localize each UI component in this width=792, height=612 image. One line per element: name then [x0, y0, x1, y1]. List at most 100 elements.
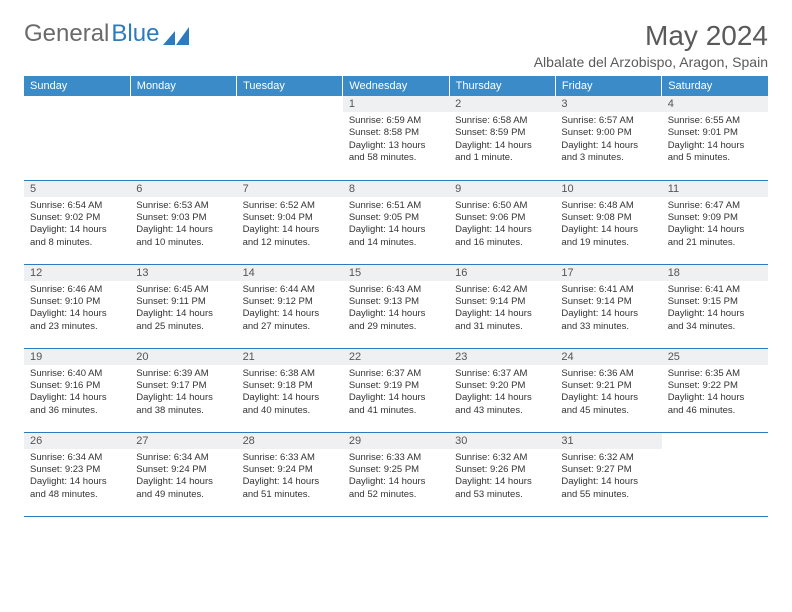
day-number: 13	[130, 265, 236, 281]
dayname-1: Monday	[130, 76, 236, 96]
day-number: 8	[343, 181, 449, 197]
sunset-text: Sunset: 9:14 PM	[561, 296, 655, 308]
sunset-text: Sunset: 9:10 PM	[30, 296, 124, 308]
day-details: Sunrise: 6:51 AMSunset: 9:05 PMDaylight:…	[343, 197, 449, 253]
day-cell: 13Sunrise: 6:45 AMSunset: 9:11 PMDayligh…	[130, 264, 236, 348]
day-details: Sunrise: 6:34 AMSunset: 9:24 PMDaylight:…	[130, 449, 236, 505]
sunset-text: Sunset: 9:18 PM	[243, 380, 337, 392]
day-details: Sunrise: 6:53 AMSunset: 9:03 PMDaylight:…	[130, 197, 236, 253]
logo-text-1: General	[24, 20, 109, 48]
sunrise-text: Sunrise: 6:55 AM	[668, 115, 762, 127]
day-number: 29	[343, 433, 449, 449]
day-cell: 15Sunrise: 6:43 AMSunset: 9:13 PMDayligh…	[343, 264, 449, 348]
day-cell	[24, 96, 130, 180]
sunset-text: Sunset: 9:22 PM	[668, 380, 762, 392]
daylight-text: Daylight: 14 hours and 27 minutes.	[243, 308, 337, 333]
sunset-text: Sunset: 9:19 PM	[349, 380, 443, 392]
day-number: 19	[24, 349, 130, 365]
sunset-text: Sunset: 9:01 PM	[668, 127, 762, 139]
day-number: 11	[662, 181, 768, 197]
day-details: Sunrise: 6:47 AMSunset: 9:09 PMDaylight:…	[662, 197, 768, 253]
day-cell: 10Sunrise: 6:48 AMSunset: 9:08 PMDayligh…	[555, 180, 661, 264]
daylight-text: Daylight: 14 hours and 41 minutes.	[349, 392, 443, 417]
day-cell: 11Sunrise: 6:47 AMSunset: 9:09 PMDayligh…	[662, 180, 768, 264]
day-number: 1	[343, 96, 449, 112]
sunset-text: Sunset: 9:08 PM	[561, 212, 655, 224]
daylight-text: Daylight: 14 hours and 25 minutes.	[136, 308, 230, 333]
day-cell: 19Sunrise: 6:40 AMSunset: 9:16 PMDayligh…	[24, 348, 130, 432]
daylight-text: Daylight: 14 hours and 1 minute.	[455, 140, 549, 165]
day-details: Sunrise: 6:41 AMSunset: 9:14 PMDaylight:…	[555, 281, 661, 337]
sunrise-text: Sunrise: 6:45 AM	[136, 284, 230, 296]
sunrise-text: Sunrise: 6:54 AM	[30, 200, 124, 212]
logo-triangles-icon	[163, 23, 189, 45]
sunrise-text: Sunrise: 6:40 AM	[30, 368, 124, 380]
day-details: Sunrise: 6:52 AMSunset: 9:04 PMDaylight:…	[237, 197, 343, 253]
sunrise-text: Sunrise: 6:33 AM	[243, 452, 337, 464]
day-cell: 25Sunrise: 6:35 AMSunset: 9:22 PMDayligh…	[662, 348, 768, 432]
sunset-text: Sunset: 9:24 PM	[136, 464, 230, 476]
sunset-text: Sunset: 9:05 PM	[349, 212, 443, 224]
sunset-text: Sunset: 9:25 PM	[349, 464, 443, 476]
calendar-body: 1Sunrise: 6:59 AMSunset: 8:58 PMDaylight…	[24, 96, 768, 516]
day-cell: 12Sunrise: 6:46 AMSunset: 9:10 PMDayligh…	[24, 264, 130, 348]
day-details: Sunrise: 6:59 AMSunset: 8:58 PMDaylight:…	[343, 112, 449, 168]
logo: GeneralBlue	[24, 20, 189, 48]
sunset-text: Sunset: 9:12 PM	[243, 296, 337, 308]
sunset-text: Sunset: 9:03 PM	[136, 212, 230, 224]
day-cell: 5Sunrise: 6:54 AMSunset: 9:02 PMDaylight…	[24, 180, 130, 264]
day-cell	[130, 96, 236, 180]
daylight-text: Daylight: 14 hours and 23 minutes.	[30, 308, 124, 333]
day-number: 22	[343, 349, 449, 365]
day-cell: 1Sunrise: 6:59 AMSunset: 8:58 PMDaylight…	[343, 96, 449, 180]
day-number: 2	[449, 96, 555, 112]
dayname-5: Friday	[555, 76, 661, 96]
location: Albalate del Arzobispo, Aragon, Spain	[534, 54, 768, 70]
day-cell: 21Sunrise: 6:38 AMSunset: 9:18 PMDayligh…	[237, 348, 343, 432]
day-cell: 3Sunrise: 6:57 AMSunset: 9:00 PMDaylight…	[555, 96, 661, 180]
daylight-text: Daylight: 14 hours and 52 minutes.	[349, 476, 443, 501]
day-cell: 22Sunrise: 6:37 AMSunset: 9:19 PMDayligh…	[343, 348, 449, 432]
sunrise-text: Sunrise: 6:46 AM	[30, 284, 124, 296]
sunrise-text: Sunrise: 6:39 AM	[136, 368, 230, 380]
day-cell: 6Sunrise: 6:53 AMSunset: 9:03 PMDaylight…	[130, 180, 236, 264]
sunrise-text: Sunrise: 6:44 AM	[243, 284, 337, 296]
week-row: 5Sunrise: 6:54 AMSunset: 9:02 PMDaylight…	[24, 180, 768, 264]
day-number: 7	[237, 181, 343, 197]
sunset-text: Sunset: 9:06 PM	[455, 212, 549, 224]
daylight-text: Daylight: 14 hours and 10 minutes.	[136, 224, 230, 249]
sunset-text: Sunset: 9:11 PM	[136, 296, 230, 308]
day-number: 23	[449, 349, 555, 365]
calendar-table: SundayMondayTuesdayWednesdayThursdayFrid…	[24, 76, 768, 517]
day-details: Sunrise: 6:45 AMSunset: 9:11 PMDaylight:…	[130, 281, 236, 337]
sunrise-text: Sunrise: 6:42 AM	[455, 284, 549, 296]
day-number: 18	[662, 265, 768, 281]
dayname-2: Tuesday	[237, 76, 343, 96]
logo-text-2: Blue	[111, 20, 159, 48]
day-cell: 14 Sunrise: 6:44 AMSunset: 9:12 PMDayligh…	[237, 264, 343, 348]
sunrise-text: Sunrise: 6:51 AM	[349, 200, 443, 212]
day-number: 20	[130, 349, 236, 365]
day-details: Sunrise: 6:42 AMSunset: 9:14 PMDaylight:…	[449, 281, 555, 337]
day-cell: 24Sunrise: 6:36 AMSunset: 9:21 PMDayligh…	[555, 348, 661, 432]
sunrise-text: Sunrise: 6:48 AM	[561, 200, 655, 212]
day-number: 6	[130, 181, 236, 197]
day-cell: 31Sunrise: 6:32 AMSunset: 9:27 PMDayligh…	[555, 432, 661, 516]
dayname-6: Saturday	[662, 76, 768, 96]
week-row: 19 Sunrise: 6:40 AMSunset: 9:16 PM Dayligh…	[24, 348, 768, 432]
sunrise-text: Sunrise: 6:36 AM	[561, 368, 655, 380]
day-details: Sunrise: 6:37 AMSunset: 9:19 PMDaylight:…	[343, 365, 449, 421]
day-details: Sunrise: 6:35 AMSunset: 9:22 PMDaylight:…	[662, 365, 768, 421]
sunset-text: Sunset: 9:16 PM	[30, 380, 124, 392]
daylight-text: Daylight: 14 hours and 16 minutes.	[455, 224, 549, 249]
day-details: Sunrise: 6:46 AMSunset: 9:10 PMDaylight:…	[24, 281, 130, 337]
day-cell: 20Sunrise: 6:39 AMSunset: 9:17 PMDayligh…	[130, 348, 236, 432]
sunrise-text: Sunrise: 6:38 AM	[243, 368, 337, 380]
month-title: May 2024	[534, 20, 768, 52]
day-details: Sunrise: 6:43 AMSunset: 9:13 PMDaylight:…	[343, 281, 449, 337]
day-cell: 30Sunrise: 6:32 AMSunset: 9:26 PMDayligh…	[449, 432, 555, 516]
dayname-3: Wednesday	[343, 76, 449, 96]
sunset-text: Sunset: 9:02 PM	[30, 212, 124, 224]
day-cell: 4Sunrise: 6:55 AMSunset: 9:01 PMDaylight…	[662, 96, 768, 180]
day-number: 14	[237, 265, 343, 281]
